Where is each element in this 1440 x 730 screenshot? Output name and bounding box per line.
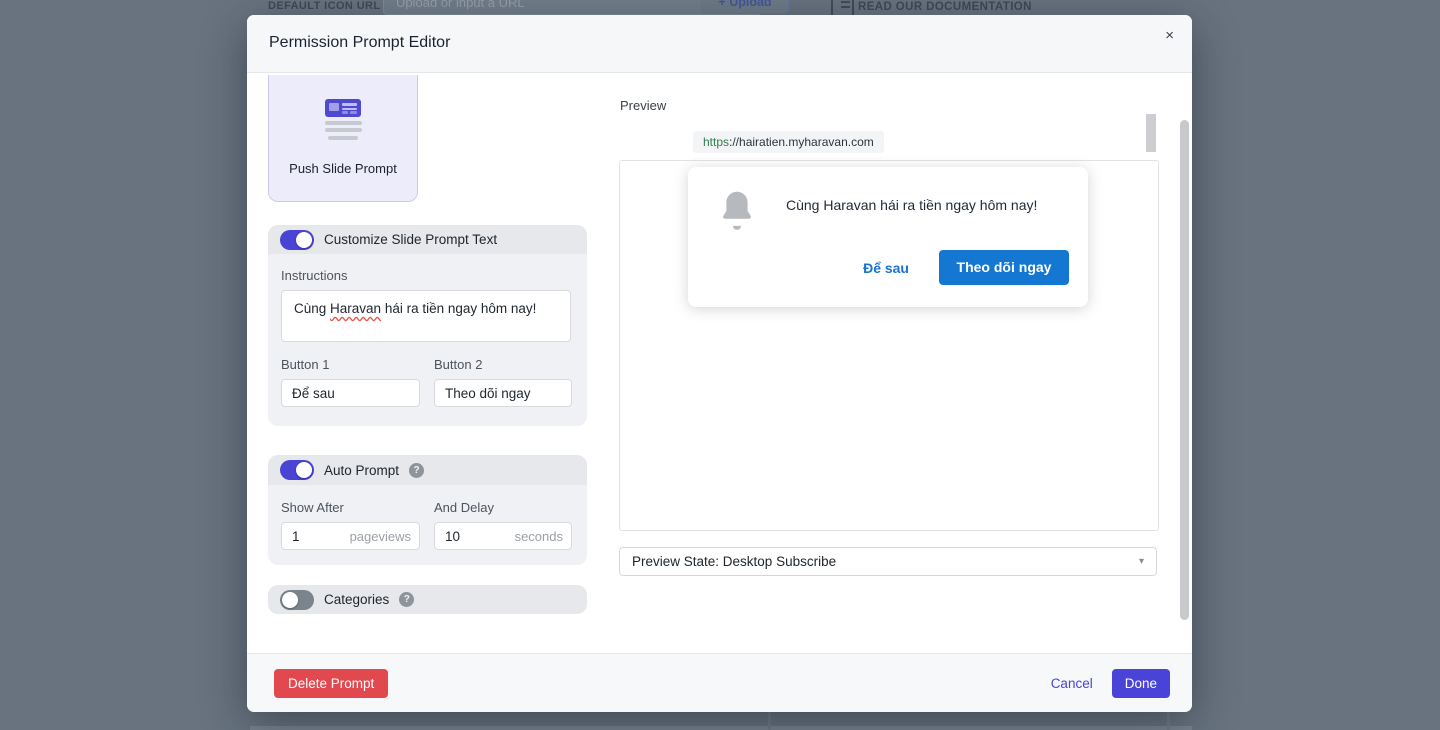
bg-card-divider — [768, 711, 771, 730]
instructions-text: hái ra tiền ngay hôm nay! — [381, 301, 537, 316]
show-after-label: Show After — [281, 500, 344, 515]
preview-state-select[interactable]: Preview State: Desktop Subscribe ▾ — [619, 547, 1157, 576]
customize-section-header: Customize Slide Prompt Text — [268, 225, 587, 254]
modal-footer: Delete Prompt Cancel Done — [247, 653, 1192, 712]
preview-url-chip: https://hairatien.myharavan.com — [693, 131, 884, 153]
button1-input[interactable] — [281, 379, 420, 407]
and-delay-label: And Delay — [434, 500, 494, 515]
instructions-text-misspelled: Haravan — [330, 301, 382, 316]
button2-input[interactable] — [434, 379, 572, 407]
button1-label: Button 1 — [281, 357, 330, 372]
auto-prompt-help-icon[interactable]: ? — [409, 462, 425, 478]
preview-subscribe-button[interactable]: Theo dõi ngay — [939, 250, 1069, 285]
preview-url-rest: ://hairatien.myharavan.com — [729, 135, 874, 149]
bg-card-divider — [1167, 711, 1170, 730]
categories-help-icon[interactable]: ? — [399, 592, 415, 607]
slide-prompt-icon — [323, 99, 363, 140]
modal-scrollbar-thumb[interactable] — [1180, 120, 1189, 620]
bg-upload-label: + Upload — [718, 0, 772, 9]
prompt-type-label: Push Slide Prompt — [289, 161, 397, 176]
instructions-text: Cùng — [294, 301, 331, 316]
auto-prompt-toggle[interactable] — [280, 460, 314, 480]
auto-prompt-toggle-label: Auto Prompt — [324, 462, 400, 478]
bell-icon — [723, 191, 751, 230]
cancel-button[interactable]: Cancel — [1050, 676, 1093, 691]
bg-docs-link[interactable]: READ OUR DOCUMENTATION — [858, 1, 1032, 13]
auto-prompt-section-header: Auto Prompt ? — [268, 455, 587, 485]
prompt-type-card-push-slide[interactable]: Push Slide Prompt — [268, 75, 418, 202]
categories-toggle[interactable] — [280, 589, 314, 610]
preview-label: Preview — [620, 98, 667, 113]
permission-prompt-editor-modal: Permission Prompt Editor × Push Slide Pr… — [247, 15, 1192, 712]
customize-toggle-label: Customize Slide Prompt Text — [324, 232, 498, 247]
bg-upload-button[interactable]: + Upload — [701, 0, 789, 14]
delete-prompt-button[interactable]: Delete Prompt — [274, 669, 389, 698]
preview-state-value: Preview State: Desktop Subscribe — [632, 554, 837, 569]
modal-header: Permission Prompt Editor × — [247, 15, 1192, 73]
preview-url-scheme: https — [703, 135, 730, 149]
done-button[interactable]: Done — [1111, 669, 1170, 698]
instructions-label: Instructions — [281, 268, 348, 283]
instructions-input[interactable]: Cùng Haravan hái ra tiền ngay hôm nay! — [281, 290, 571, 342]
modal-title: Permission Prompt Editor — [269, 34, 451, 51]
show-after-input[interactable] — [281, 522, 420, 550]
button2-label: Button 2 — [434, 357, 483, 372]
bg-card-bottom-edge — [250, 726, 1192, 730]
bg-icon-url-placeholder: Upload or input a URL — [396, 0, 525, 10]
customize-section-body: Instructions Cùng Haravan hái ra tiền ng… — [268, 254, 587, 426]
categories-section-header: Categories ? — [268, 585, 587, 614]
auto-prompt-section-body: Show After And Delay pageviews seconds — [268, 485, 587, 565]
categories-toggle-label: Categories — [324, 592, 390, 607]
chevron-down-icon: ▾ — [1138, 556, 1144, 567]
close-icon[interactable]: × — [1165, 27, 1174, 44]
preview-scrollbar-thumb[interactable] — [1146, 114, 1156, 152]
preview-prompt-card: Cùng Haravan hái ra tiền ngay hôm nay! Đ… — [688, 167, 1088, 307]
customize-toggle[interactable] — [280, 229, 314, 250]
preview-message: Cùng Haravan hái ra tiền ngay hôm nay! — [786, 197, 1038, 213]
and-delay-input[interactable] — [434, 522, 572, 550]
bg-default-icon-url-label: DEFAULT ICON URL — [268, 0, 381, 12]
preview-later-button[interactable]: Để sau — [863, 259, 909, 276]
